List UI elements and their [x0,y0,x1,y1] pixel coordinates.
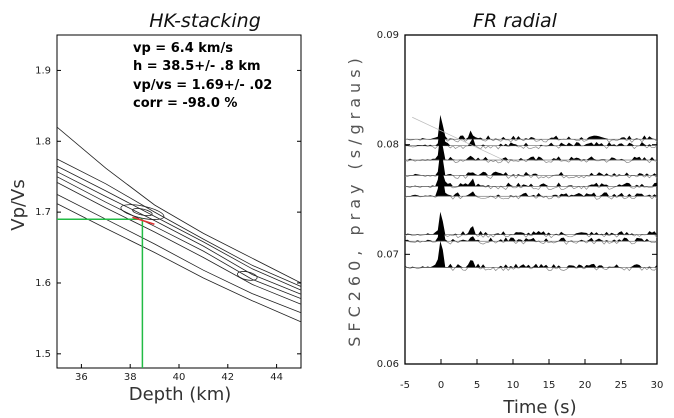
hk-x-tick-label: 36 [75,372,88,383]
hk-contour-ring [132,208,153,217]
fr-xlabel: Time (s) [502,397,576,418]
hk-contour-line [56,182,302,305]
hk-ylabel: Vp/Vs [8,179,29,231]
hk-x-tick-label: 44 [270,372,283,383]
fr-x-tick-label: 30 [651,380,664,391]
fr-y-tick-label: 0.06 [377,359,399,370]
fr-axis-ticks: -5 0 5 10 15 20 25 30 0.06 0.07 0.08 0.09 [377,30,664,391]
fr-x-tick-label: 15 [543,380,556,391]
hk-contour-line [56,158,302,287]
hk-x-tick-label: 40 [173,372,186,383]
hk-contour-line [56,194,302,314]
hk-contour-lines [56,126,302,323]
hk-contour-line [56,126,302,284]
hk-annotation-corr: corr = -98.0 % [133,96,237,111]
hk-contour-ring [237,271,258,281]
hk-x-tick-label: 38 [124,372,137,383]
fr-y-tick-label: 0.07 [377,249,399,260]
fr-ylabel: SFC260, pray (s/graus) [345,53,364,347]
hk-y-tick-label: 1.6 [35,278,51,289]
fr-title: FR radial [473,10,558,32]
fr-radial-panel: FR radial -5 0 5 10 15 20 25 30 0.06 0.07 0.08 0.09… [345,10,663,418]
hk-x-tick-label: 42 [221,372,234,383]
hk-y-tick-label: 1.5 [35,349,51,360]
hk-axis-ticks: 36 38 40 42 44 1.5 1.6 1.7 1.8 1.9 [35,65,301,383]
hk-annotation-vp: vp = 6.4 km/s [133,41,233,56]
hk-contour-line [56,203,302,323]
fr-traces [404,114,658,272]
hk-annotation-vpvs: vp/vs = 1.69+/- .02 [133,78,272,93]
hk-xlabel: Depth (km) [129,384,232,405]
fr-moveout-line [412,116,506,162]
hk-y-tick-label: 1.9 [35,65,51,76]
fr-x-tick-label: 25 [615,380,628,391]
fr-plot-frame [404,34,658,365]
hk-stacking-panel: HK-stacking 36 38 40 42 44 1.5 1.6 1.7 1.8 1.9 De… [8,10,302,405]
hk-contour-ring [120,204,165,220]
fr-x-tick-label: 5 [474,380,480,391]
fr-x-tick-label: 0 [438,380,444,391]
fr-x-tick-label: 10 [507,380,520,391]
fr-x-tick-label: 20 [579,380,592,391]
hk-y-tick-label: 1.8 [35,136,51,147]
hk-title: HK-stacking [149,10,261,32]
hk-guide-lines [57,216,155,368]
hk-best-fit-marker [132,216,155,225]
hk-y-tick-label: 1.7 [35,207,51,218]
hk-contour-line [56,171,302,295]
hk-plot-frame [56,34,302,369]
fr-y-tick-label: 0.08 [377,140,399,151]
fr-trace-negative-line [404,234,658,239]
fr-x-tick-label: -5 [400,380,410,391]
hk-annotation-h: h = 38.5+/- .8 km [133,59,261,74]
fr-y-tick-label: 0.09 [377,30,399,41]
hk-contour-line [56,176,302,299]
hk-contour-line [56,165,302,291]
